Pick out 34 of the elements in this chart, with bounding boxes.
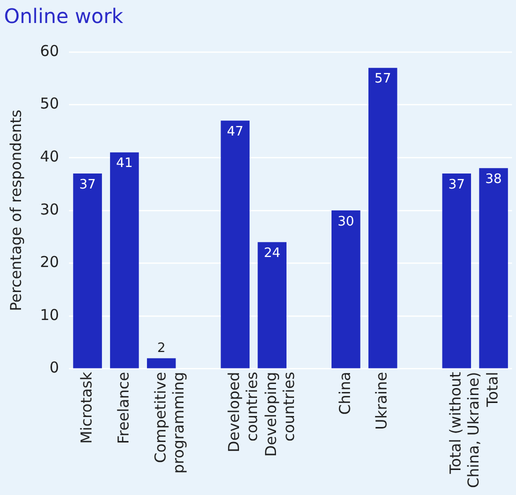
bar (220, 120, 250, 368)
data-label: 41 (116, 156, 133, 172)
bar (442, 173, 472, 368)
data-label: 24 (264, 246, 280, 261)
data-label: 38 (485, 172, 502, 188)
bar (368, 68, 398, 368)
y-tick-label: 40 (40, 148, 60, 166)
data-label: 30 (338, 214, 354, 230)
data-label: 37 (79, 177, 96, 192)
bar (110, 152, 139, 368)
y-tick-label: 20 (40, 253, 60, 272)
x-tick-label: Competitive programming (151, 372, 188, 474)
data-label: 2 (157, 341, 166, 356)
bar (258, 242, 286, 368)
y-tick-label: 10 (40, 306, 60, 324)
y-axis-title: Percentage of respondents (6, 110, 25, 312)
y-tick-label: 60 (40, 42, 60, 60)
x-tick-label: Total (without China, Ukraine) (446, 372, 483, 488)
y-tick-label: 0 (50, 358, 60, 377)
x-tick-label: Ukraine (372, 372, 391, 430)
x-tick-label: China (336, 372, 354, 415)
x-tick-label: Total (483, 372, 502, 408)
bar (479, 168, 508, 368)
x-tick-label: Microtask (77, 372, 96, 444)
data-label: 57 (374, 72, 392, 87)
bar (146, 358, 176, 368)
x-tick-label: Freelance (114, 372, 132, 444)
data-label: 47 (226, 124, 244, 140)
data-label: 37 (448, 177, 465, 192)
y-tick-label: 50 (40, 94, 60, 113)
chart-title: Online work (4, 4, 124, 28)
bar (73, 173, 102, 368)
bar (332, 210, 360, 368)
y-tick-label: 30 (40, 200, 60, 218)
